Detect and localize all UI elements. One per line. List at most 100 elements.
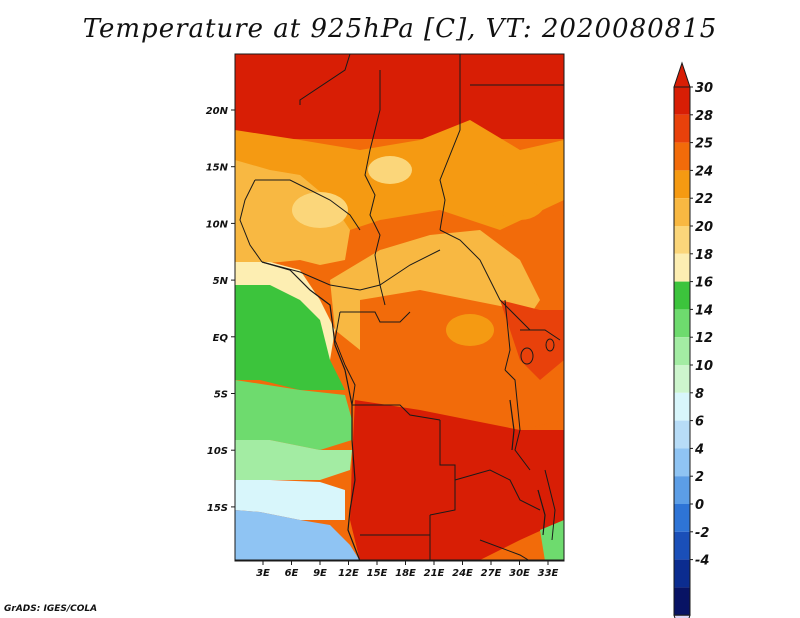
border-path	[504, 299, 511, 371]
lat-label: 15S	[207, 503, 228, 514]
lake-kyoga	[545, 338, 555, 352]
temperature-field	[235, 54, 564, 561]
lon-label: 9E	[313, 568, 327, 579]
border-path	[329, 249, 441, 291]
border-path	[504, 369, 531, 471]
colorbar-top-arrow	[673, 61, 691, 88]
country-borders	[235, 54, 564, 561]
border-path	[344, 364, 441, 421]
border-path	[429, 420, 456, 516]
lon-label: 3E	[256, 568, 270, 579]
lon-label: 30E	[509, 568, 530, 579]
border-path	[255, 179, 361, 231]
colorbar-swatch	[674, 142, 690, 171]
blob-4	[494, 180, 546, 220]
region-north-hot	[235, 54, 564, 139]
colorbar-swatch	[674, 476, 690, 504]
colorbar-swatch	[674, 281, 690, 310]
colorbar-swatch	[674, 337, 690, 365]
lat-label: 10S	[207, 446, 228, 457]
colorbar-label: 12	[695, 331, 713, 346]
border-path	[439, 54, 461, 231]
lon-label: 24E	[452, 568, 473, 579]
lon-label: 27E	[481, 568, 502, 579]
colorbar-label: 2	[695, 470, 704, 485]
colorbar-swatch	[674, 559, 690, 588]
longitude-axis: 3E 6E 9E 12E 15E 18E 21E 24E 27E 30E 33E	[256, 561, 559, 579]
lat-label: 10N	[206, 219, 229, 230]
colorbar-label: 22	[695, 192, 713, 207]
border-path	[439, 229, 531, 331]
border-path	[479, 539, 531, 561]
border-path	[520, 329, 561, 341]
colorbar-bottom-arrow	[673, 614, 691, 618]
lon-label: 12E	[338, 568, 359, 579]
colorbar-label: 16	[695, 276, 713, 291]
colorbar-label: 6	[695, 415, 704, 430]
lon-label: 6E	[285, 568, 299, 579]
lon-label: 33E	[538, 568, 559, 579]
colorbar-label: -2	[695, 526, 709, 541]
colorbar-swatch	[674, 253, 690, 282]
colorbar-label: 4	[694, 442, 704, 457]
lake-malawi	[537, 489, 546, 536]
colorbar-swatch	[674, 170, 690, 199]
colorbar-swatch	[674, 531, 690, 560]
lat-label: EQ	[213, 333, 229, 344]
border-path	[299, 54, 351, 105]
region-southeast-green	[540, 520, 564, 561]
lon-label: 18E	[395, 568, 416, 579]
colorbar-swatch	[674, 87, 690, 115]
colorbar-swatch	[674, 392, 690, 421]
colorbar-label: 20	[695, 220, 713, 235]
region-southern-hot	[350, 400, 564, 561]
region-ocean-pale-cyan	[235, 480, 345, 520]
colorbar-label: 24	[695, 164, 713, 179]
lat-label: 5S	[214, 390, 228, 401]
colorbar-label: 14	[695, 303, 713, 318]
coastline	[261, 261, 361, 562]
colorbar-swatch	[674, 114, 690, 143]
region-ocean-dark-green	[235, 285, 345, 390]
blob-2	[440, 250, 500, 290]
colorbar-label: 18	[695, 248, 713, 263]
lon-label: 15E	[367, 568, 388, 579]
lat-label: 5N	[213, 276, 229, 287]
colorbar-swatch	[674, 309, 690, 338]
region-east-africa-warm	[500, 300, 564, 380]
border-path	[544, 469, 556, 541]
colorbar-swatch	[674, 504, 690, 532]
blob-3	[446, 314, 494, 346]
lat-label: 15N	[206, 163, 229, 174]
lat-label: 20N	[206, 106, 229, 117]
colorbar-label: 10	[695, 359, 713, 374]
region-ocean-light-blue	[235, 510, 360, 561]
colorbar-swatch	[674, 587, 690, 616]
border-path	[239, 179, 263, 263]
colorbar-swatch	[674, 420, 690, 449]
region-ocean-green	[235, 380, 352, 450]
colorbar-label: 8	[695, 387, 704, 402]
colorbar-swatch	[674, 365, 690, 393]
colorbar-label: 0	[695, 498, 704, 513]
colorbar-label: 30	[695, 81, 713, 96]
colorbar-swatch	[674, 198, 690, 226]
blob-5	[368, 156, 412, 184]
colorbar-swatch	[674, 448, 690, 477]
colorbar-label: -4	[695, 554, 709, 569]
region-ocean-light-green	[235, 440, 352, 480]
lon-label: 21E	[424, 568, 445, 579]
map-frame	[234, 53, 565, 562]
credit-label: GrADS: IGES/COLA	[4, 604, 98, 614]
blob-1	[292, 192, 348, 228]
lake-tanganyika	[509, 399, 515, 451]
colorbar-label: 28	[695, 109, 713, 124]
colorbar-swatch	[674, 226, 690, 254]
chart-title: Temperature at 925hPa [C], VT: 202008081…	[82, 14, 718, 44]
border-path	[454, 469, 541, 511]
border-path	[340, 311, 411, 323]
lake-victoria	[520, 347, 534, 365]
border-path	[364, 70, 386, 306]
